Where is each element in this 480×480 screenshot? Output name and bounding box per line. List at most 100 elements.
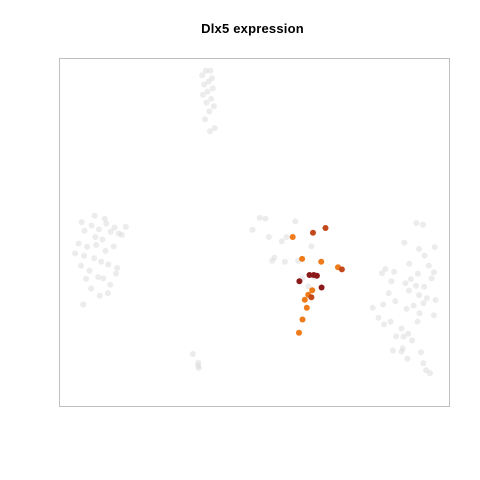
data-point-none xyxy=(195,364,202,371)
data-point-none xyxy=(410,302,417,309)
data-point-none xyxy=(209,85,216,92)
data-point-none xyxy=(113,270,119,277)
data-point-none xyxy=(210,103,217,110)
data-point-none xyxy=(430,312,437,319)
data-point-none xyxy=(391,268,398,275)
data-point-none xyxy=(387,318,394,325)
data-point-none xyxy=(407,276,414,283)
data-point-none xyxy=(428,275,435,282)
data-point-none xyxy=(380,301,387,308)
data-point-none xyxy=(430,269,437,276)
data-point-none xyxy=(81,227,88,234)
data-point-none xyxy=(425,262,432,269)
data-point-none xyxy=(269,257,276,264)
data-point-medium xyxy=(303,304,310,311)
data-point-very-high xyxy=(296,278,303,285)
data-point-very-high xyxy=(306,272,313,278)
plot-frame xyxy=(59,58,450,407)
data-point-very-high xyxy=(318,284,325,291)
data-point-none xyxy=(107,281,114,288)
data-point-very-high xyxy=(313,272,320,279)
data-point-none xyxy=(375,314,382,321)
data-point-none xyxy=(99,236,106,243)
data-point-none xyxy=(81,252,88,259)
data-point-none xyxy=(398,348,405,355)
data-point-medium xyxy=(318,258,325,265)
data-point-none xyxy=(100,275,107,282)
data-point-medium xyxy=(309,287,316,294)
data-point-none xyxy=(414,270,421,277)
data-point-none xyxy=(203,99,210,106)
data-point-medium xyxy=(289,234,296,240)
data-point-none xyxy=(416,310,423,317)
data-point-none xyxy=(206,108,213,115)
data-point-medium xyxy=(301,296,308,303)
data-point-none xyxy=(96,292,103,299)
data-point-none xyxy=(292,218,299,225)
data-point-none xyxy=(95,226,102,233)
data-point-none xyxy=(205,78,212,85)
data-point-none xyxy=(413,282,419,289)
data-point-none xyxy=(111,224,118,231)
data-point-none xyxy=(262,215,269,222)
data-point-none xyxy=(427,370,433,377)
data-point-none xyxy=(72,250,79,257)
data-point-none xyxy=(78,219,85,226)
data-point-none xyxy=(413,220,420,227)
data-point-none xyxy=(211,125,218,132)
data-point-none xyxy=(207,128,213,135)
data-point-none xyxy=(208,95,215,102)
data-point-medium xyxy=(299,316,306,323)
data-point-none xyxy=(379,270,385,277)
data-point-none xyxy=(305,283,312,290)
data-point-none xyxy=(107,228,114,235)
data-point-none xyxy=(110,243,117,250)
data-point-none xyxy=(402,280,409,287)
data-point-none xyxy=(92,234,99,240)
data-point-none xyxy=(388,278,395,285)
data-point-none xyxy=(83,275,89,282)
data-point-none xyxy=(278,238,285,245)
data-point-none xyxy=(104,290,111,297)
data-point-none xyxy=(114,265,121,271)
data-point-none xyxy=(418,349,424,356)
data-point-none xyxy=(382,266,389,272)
data-point-none xyxy=(420,221,426,228)
data-point-none xyxy=(393,333,400,340)
data-point-none xyxy=(405,330,412,337)
data-point-none xyxy=(421,252,428,259)
data-point-none xyxy=(283,234,290,240)
data-point-none xyxy=(256,214,263,221)
data-point-none xyxy=(103,220,110,227)
data-point-none xyxy=(102,247,109,254)
data-point-none xyxy=(432,297,439,303)
data-point-none xyxy=(78,262,84,269)
data-point-none xyxy=(369,304,376,311)
data-point-none xyxy=(381,321,387,328)
data-point-none xyxy=(201,81,208,88)
chart-title: Dlx5 expression xyxy=(201,21,304,36)
data-point-none xyxy=(421,283,428,290)
data-point-none xyxy=(423,295,430,302)
data-point-high xyxy=(308,294,315,301)
data-point-none xyxy=(98,258,105,265)
data-point-none xyxy=(80,301,87,308)
data-point-none xyxy=(105,261,112,268)
data-point-none xyxy=(281,258,288,265)
data-point-none xyxy=(400,333,407,340)
data-point-none xyxy=(416,245,423,252)
data-point-none xyxy=(416,292,423,299)
data-point-none xyxy=(189,351,196,357)
data-point-none xyxy=(385,290,392,297)
data-point-none xyxy=(95,274,102,280)
data-point-none xyxy=(101,215,108,222)
data-point-none xyxy=(420,300,427,307)
data-point-none xyxy=(199,72,206,79)
data-point-medium xyxy=(296,329,302,336)
data-point-high xyxy=(322,225,329,231)
data-point-none xyxy=(265,234,272,240)
data-point-none xyxy=(406,260,413,267)
data-point-none xyxy=(249,226,256,233)
data-point-none xyxy=(118,231,125,238)
